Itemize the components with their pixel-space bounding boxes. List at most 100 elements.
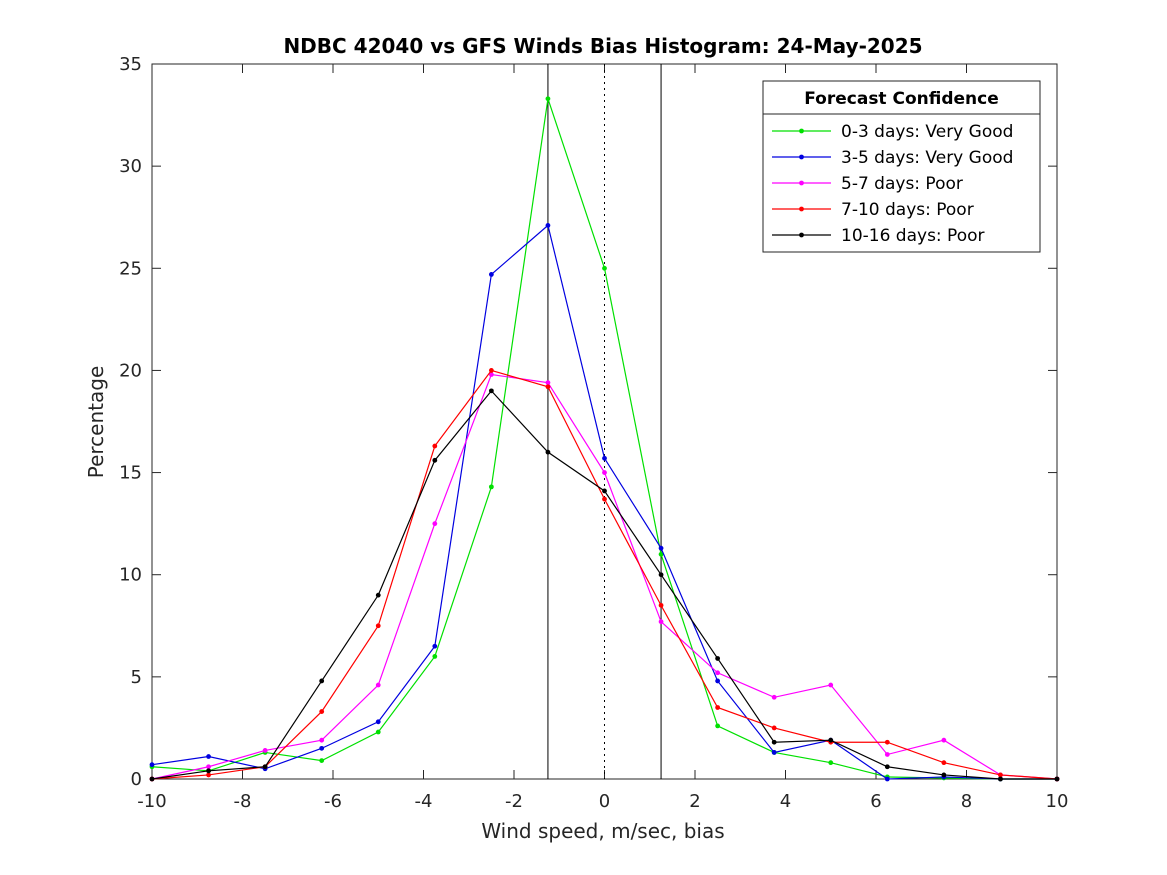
data-point [884, 752, 890, 757]
data-point [884, 764, 890, 770]
chart-title: NDBC 42040 vs GFS Winds Bias Histogram: … [283, 34, 922, 58]
x-tick-label: 8 [961, 791, 972, 812]
y-tick-label: 5 [131, 667, 142, 688]
data-point [1054, 776, 1060, 782]
data-point [941, 772, 947, 778]
data-point [998, 776, 1003, 782]
x-tick-label: -8 [234, 791, 252, 812]
data-point [602, 488, 607, 494]
y-tick-label: 25 [119, 258, 142, 279]
x-tick-label: 10 [1046, 791, 1069, 812]
data-point [262, 764, 268, 770]
data-point [319, 745, 325, 751]
y-tick-label: 0 [131, 769, 142, 790]
data-point [375, 729, 381, 735]
data-point [545, 384, 551, 390]
x-tick-label: 0 [599, 791, 610, 812]
data-point [319, 737, 325, 743]
legend-entry: 0-3 days: Very Good [841, 122, 1013, 142]
data-point [771, 694, 777, 700]
data-point [206, 754, 211, 759]
data-point [658, 545, 664, 551]
legend-swatch-marker [799, 206, 804, 212]
data-point [432, 643, 438, 649]
data-point [375, 592, 381, 598]
x-tick-label: 2 [689, 791, 700, 812]
plot-area: -10 -8 -6 -4 -2 0 2 4 6 8 10 0 5 10 15 20 25 30 35 [119, 54, 1068, 812]
data-point [319, 678, 325, 684]
data-point [432, 457, 438, 463]
data-point [828, 737, 834, 743]
data-point [488, 272, 494, 277]
y-tick-label: 20 [119, 360, 142, 381]
data-point [545, 222, 551, 228]
data-point [432, 443, 438, 449]
data-point [658, 619, 664, 625]
legend-entry: 10-16 days: Poor [841, 226, 985, 246]
data-point [262, 748, 268, 753]
data-point [206, 772, 211, 778]
data-point [828, 760, 834, 766]
legend-entry: 7-10 days: Poor [841, 200, 974, 220]
data-point [432, 654, 438, 659]
data-point [375, 623, 381, 629]
data-point [488, 368, 494, 373]
data-point [602, 265, 607, 271]
y-tick-label: 30 [119, 156, 142, 177]
data-point [206, 764, 211, 770]
y-tick-label: 10 [119, 565, 142, 586]
legend-entry: 5-7 days: Poor [841, 174, 963, 194]
data-point [488, 388, 494, 394]
data-point [432, 521, 438, 527]
x-tick-label: -10 [137, 791, 166, 812]
legend-swatch-marker [799, 154, 804, 160]
legend-swatch-marker [799, 180, 804, 186]
data-point [602, 470, 607, 475]
data-point [149, 762, 155, 768]
data-point [828, 682, 834, 688]
y-tick-label: 15 [119, 463, 142, 484]
x-tick-label: -4 [415, 791, 433, 812]
data-point [771, 725, 777, 731]
y-tick-label: 35 [119, 54, 142, 75]
legend-box [762, 80, 1041, 253]
data-point [658, 572, 664, 578]
data-point [941, 760, 947, 766]
legend-title: Forecast Confidence [804, 89, 999, 109]
data-point [941, 737, 947, 743]
y-axis-label: Percentage [84, 366, 108, 479]
legend-swatch-marker [799, 232, 804, 238]
data-point [884, 776, 890, 782]
data-point [488, 484, 494, 490]
data-point [715, 670, 721, 676]
data-point [715, 678, 721, 684]
data-point [658, 551, 664, 557]
data-point [149, 776, 155, 782]
x-tick-label: -6 [324, 791, 342, 812]
x-tick-label: 6 [870, 791, 881, 812]
x-axis-label: Wind speed, m/sec, bias [481, 819, 724, 843]
data-point [771, 739, 777, 745]
data-point [488, 372, 494, 377]
data-point [884, 739, 890, 745]
x-tick-label: -2 [505, 791, 523, 812]
data-point [715, 723, 721, 729]
x-tick-label: 4 [780, 791, 791, 812]
data-point [545, 96, 551, 102]
data-point [771, 750, 777, 755]
data-point [545, 449, 551, 455]
data-point [319, 709, 325, 714]
data-point [602, 496, 607, 502]
data-point [375, 719, 381, 725]
data-point [206, 768, 211, 774]
legend-swatch-marker [799, 128, 804, 134]
data-point [658, 602, 664, 608]
data-point [545, 380, 551, 386]
data-point [998, 772, 1003, 778]
data-point [602, 455, 607, 461]
data-point [375, 682, 381, 688]
legend: Forecast Confidence 0-3 days: Very Good 3-… [762, 80, 1041, 253]
data-point [715, 705, 721, 710]
legend-entry: 3-5 days: Very Good [841, 148, 1013, 168]
